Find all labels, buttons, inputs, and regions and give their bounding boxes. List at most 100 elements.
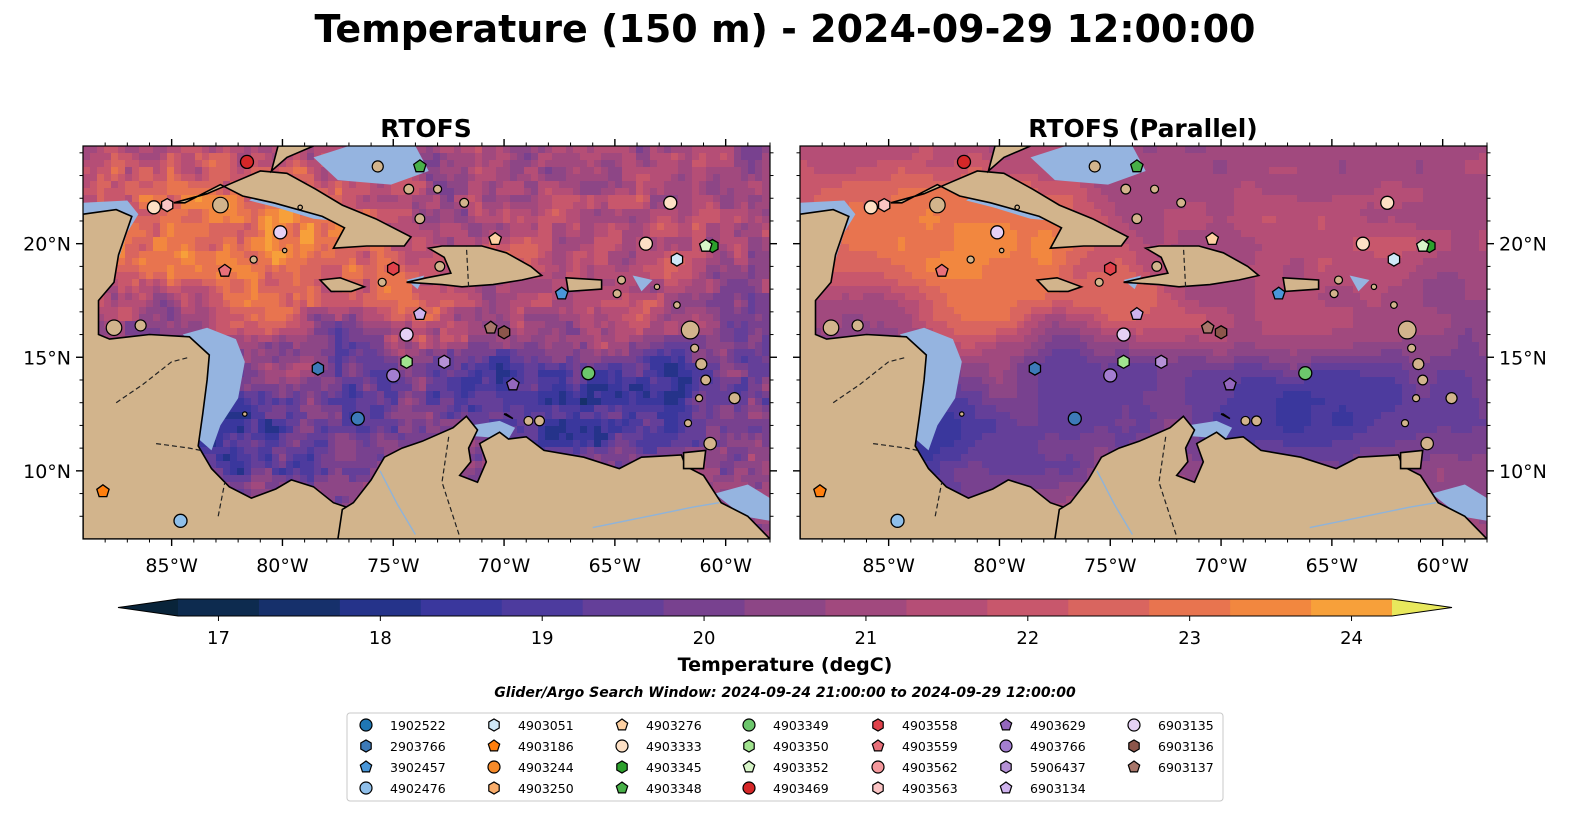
colorbar-extend-low	[118, 599, 178, 616]
shallow-shelf	[1431, 484, 1487, 521]
float-marker	[863, 200, 879, 215]
float-marker	[1067, 411, 1082, 426]
island	[1251, 415, 1262, 427]
legend-label: 4903559	[902, 739, 958, 754]
island	[534, 415, 545, 427]
land-mass	[269, 146, 314, 174]
float-marker	[698, 238, 713, 252]
legend-marker	[742, 781, 756, 795]
lat-tick-label: 15°N	[23, 347, 71, 369]
land-mass	[986, 146, 1031, 174]
legend-label: 1902522	[390, 718, 446, 733]
legend-marker	[872, 718, 884, 732]
island	[371, 160, 384, 173]
shallow-shelf	[1030, 146, 1146, 185]
float-marker	[437, 354, 451, 370]
float-marker	[488, 231, 503, 246]
legend-frame	[346, 712, 1224, 802]
float-marker	[239, 154, 255, 170]
river	[592, 502, 720, 529]
colorbar-swatch	[582, 599, 665, 616]
legend-item: 4903186	[487, 739, 574, 754]
shallow-shelf	[899, 327, 962, 451]
float-marker	[877, 197, 891, 213]
float-marker	[1355, 236, 1371, 251]
island	[694, 394, 704, 403]
colorbar-swatch	[258, 599, 341, 616]
float-marker	[1298, 366, 1313, 381]
legend-label: 4903250	[518, 781, 574, 796]
float-marker	[1271, 286, 1286, 300]
float-marker	[1116, 327, 1131, 342]
land-mass	[1399, 449, 1424, 470]
float-marker	[890, 513, 905, 528]
colorbar-label: Temperature (degC)	[678, 654, 893, 676]
legend-item: 4903469	[742, 781, 829, 796]
float-marker	[497, 325, 511, 340]
island	[1370, 283, 1378, 291]
river	[379, 470, 417, 535]
legend-item: 4902476	[359, 781, 446, 796]
panel-title-rtofs-parallel: RTOFS (Parallel)	[1028, 114, 1257, 143]
legend-item: 4903563	[872, 781, 958, 796]
legend-label: 4903186	[518, 739, 574, 754]
float-marker	[1415, 238, 1430, 252]
lon-tick-label: 70°W	[1195, 555, 1248, 577]
colorbar-swatch	[501, 599, 584, 616]
island	[212, 196, 229, 214]
legend-marker	[871, 760, 885, 774]
legend-label: 4903766	[1030, 739, 1086, 754]
float-marker	[1129, 159, 1144, 173]
legend-item: 4903276	[615, 718, 702, 733]
border-line	[217, 482, 226, 517]
float-marker	[1117, 354, 1130, 370]
legend-marker	[615, 781, 629, 794]
legend-marker	[616, 760, 628, 774]
lat-tick-label: 20°N	[1499, 234, 1547, 256]
legend-item: 4903250	[488, 781, 574, 796]
island	[1094, 277, 1104, 287]
panel-title-rtofs: RTOFS	[380, 114, 472, 143]
lat-tick-label: 15°N	[1499, 347, 1547, 369]
legend-item: 4903349	[742, 718, 829, 733]
colorbar-swatch	[825, 599, 907, 616]
lon-tick-label: 60°W	[1416, 555, 1469, 577]
float-marker	[505, 377, 520, 391]
lon-tick-label: 65°W	[589, 555, 642, 577]
float-marker	[1154, 354, 1168, 370]
legend-marker	[871, 739, 885, 752]
float-marker	[386, 261, 400, 276]
legend-label: 6903134	[1030, 781, 1086, 796]
border-line	[934, 482, 943, 517]
lat-tick-label: 10°N	[1499, 461, 1547, 483]
island	[703, 436, 717, 451]
legend-item: 4903629	[999, 718, 1086, 733]
island	[297, 204, 303, 211]
legend-marker	[999, 718, 1013, 731]
colorbar-tick-label: 18	[369, 628, 392, 649]
float-marker	[956, 154, 972, 170]
border-line	[465, 245, 470, 287]
shallow-shelf	[182, 327, 245, 451]
island	[241, 411, 248, 417]
colorbar-swatch	[1311, 599, 1393, 616]
island	[1407, 343, 1417, 353]
island	[1120, 183, 1132, 195]
float-marker	[1222, 377, 1237, 391]
legend-item: 6903137	[1127, 760, 1214, 775]
island	[728, 392, 741, 405]
island	[1149, 184, 1160, 194]
island	[105, 319, 123, 337]
land-mass	[1123, 245, 1261, 288]
colorbar-swatch	[663, 599, 746, 616]
legend-item: 3902457	[359, 760, 446, 775]
island	[1131, 213, 1143, 225]
legend-label: 6903135	[1158, 718, 1214, 733]
island	[680, 320, 700, 340]
island	[700, 374, 712, 386]
legend-item: 4903352	[742, 760, 829, 775]
border-line	[115, 356, 190, 404]
legend-marker	[999, 781, 1013, 794]
island	[1411, 394, 1421, 403]
